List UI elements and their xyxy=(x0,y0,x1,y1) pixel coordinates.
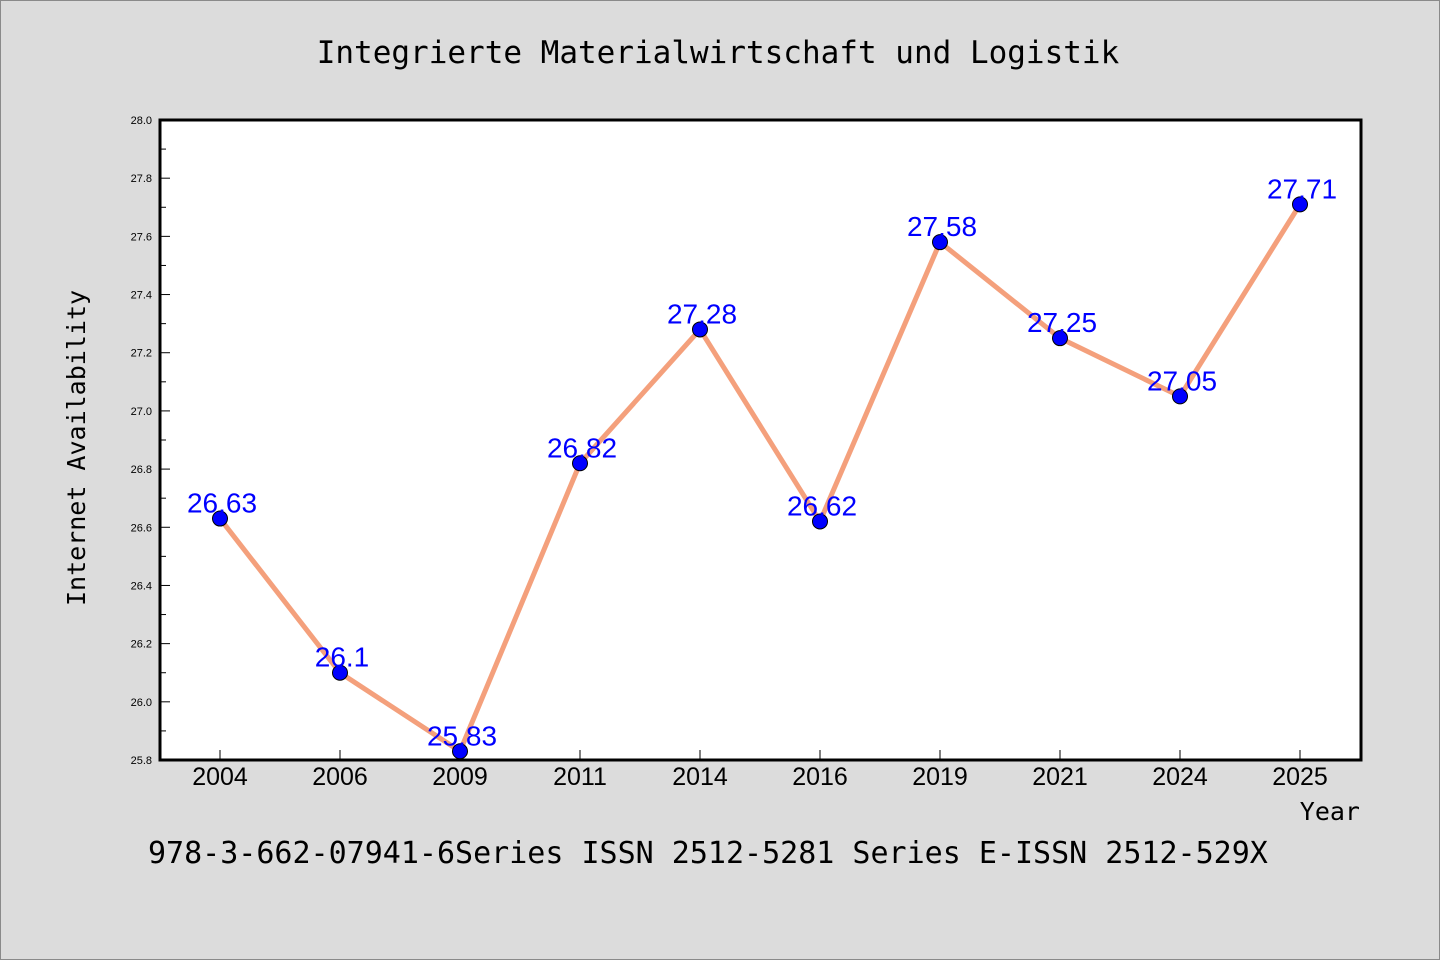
x-tick-label: 2009 xyxy=(432,763,488,791)
series-line xyxy=(217,201,1303,754)
chart-title: Integrierte Materialwirtschaft und Logis… xyxy=(317,35,1120,71)
y-tick-label: 27.6 xyxy=(131,231,152,243)
y-tick-label: 27.4 xyxy=(131,290,152,302)
footer-isbn-text: 978-3-662-07941-6Series ISSN 2512-5281 S… xyxy=(148,836,1268,871)
data-point xyxy=(212,510,228,527)
y-tick-label: 26.2 xyxy=(131,639,152,651)
x-tick-label: 2025 xyxy=(1272,763,1328,791)
data-label: 27.25 xyxy=(1027,307,1097,338)
data-label: 26.63 xyxy=(187,488,257,519)
y-tick-label: 26.8 xyxy=(131,464,152,476)
y-axis-ticks: 25.8 26.0 26.2 26.4 26.6 26.8 27.0 27.2 27.4 27.6… xyxy=(131,115,170,767)
data-label: 27.58 xyxy=(907,211,977,242)
x-axis-label: Year xyxy=(1300,797,1360,826)
data-label: 26.1 xyxy=(315,642,370,673)
plot-area xyxy=(160,120,1361,760)
y-tick-label: 26.0 xyxy=(131,697,152,709)
data-label: 26.82 xyxy=(547,432,617,463)
data-point xyxy=(692,321,708,338)
plot-border xyxy=(158,118,1363,762)
y-tick-label: 26.6 xyxy=(131,522,152,534)
data-labels: 26.63 26.1 25.83 26.82 27.28 26.62 27.58 27.25 2… xyxy=(187,173,1337,751)
y-tick-label: 25.8 xyxy=(131,755,152,767)
y-tick-label: 27.2 xyxy=(131,348,152,360)
y-axis-label: Internet Availability xyxy=(62,290,91,606)
x-tick-label: 2024 xyxy=(1152,763,1208,791)
x-tick-label: 2019 xyxy=(912,763,968,791)
data-markers xyxy=(212,196,1308,760)
y-tick-label: 27.0 xyxy=(131,406,152,418)
data-point xyxy=(812,513,828,530)
series-line-group xyxy=(217,201,1303,754)
data-point xyxy=(572,455,588,472)
data-label: 25.83 xyxy=(427,720,497,751)
data-point xyxy=(1172,388,1188,405)
data-point xyxy=(332,664,348,681)
y-tick-label: 27.8 xyxy=(131,173,152,185)
y-tick-label: 28.0 xyxy=(131,115,152,127)
x-axis-ticks: 2004 2006 2009 2011 2014 2016 2019 2021 2024 2025 xyxy=(192,750,1328,791)
data-point xyxy=(1292,196,1308,213)
data-label: 27.28 xyxy=(667,298,737,329)
data-point xyxy=(932,234,948,251)
x-tick-label: 2014 xyxy=(672,763,728,791)
x-tick-label: 2006 xyxy=(312,763,368,791)
data-label: 27.05 xyxy=(1147,365,1217,396)
x-tick-label: 2011 xyxy=(553,763,607,791)
x-tick-label: 2016 xyxy=(792,763,848,791)
data-label: 26.62 xyxy=(787,490,857,521)
x-tick-label: 2004 xyxy=(192,763,248,791)
data-label: 27.71 xyxy=(1267,173,1337,204)
data-point xyxy=(1052,330,1068,347)
x-tick-label: 2021 xyxy=(1032,763,1088,791)
y-tick-label: 26.4 xyxy=(131,580,152,592)
